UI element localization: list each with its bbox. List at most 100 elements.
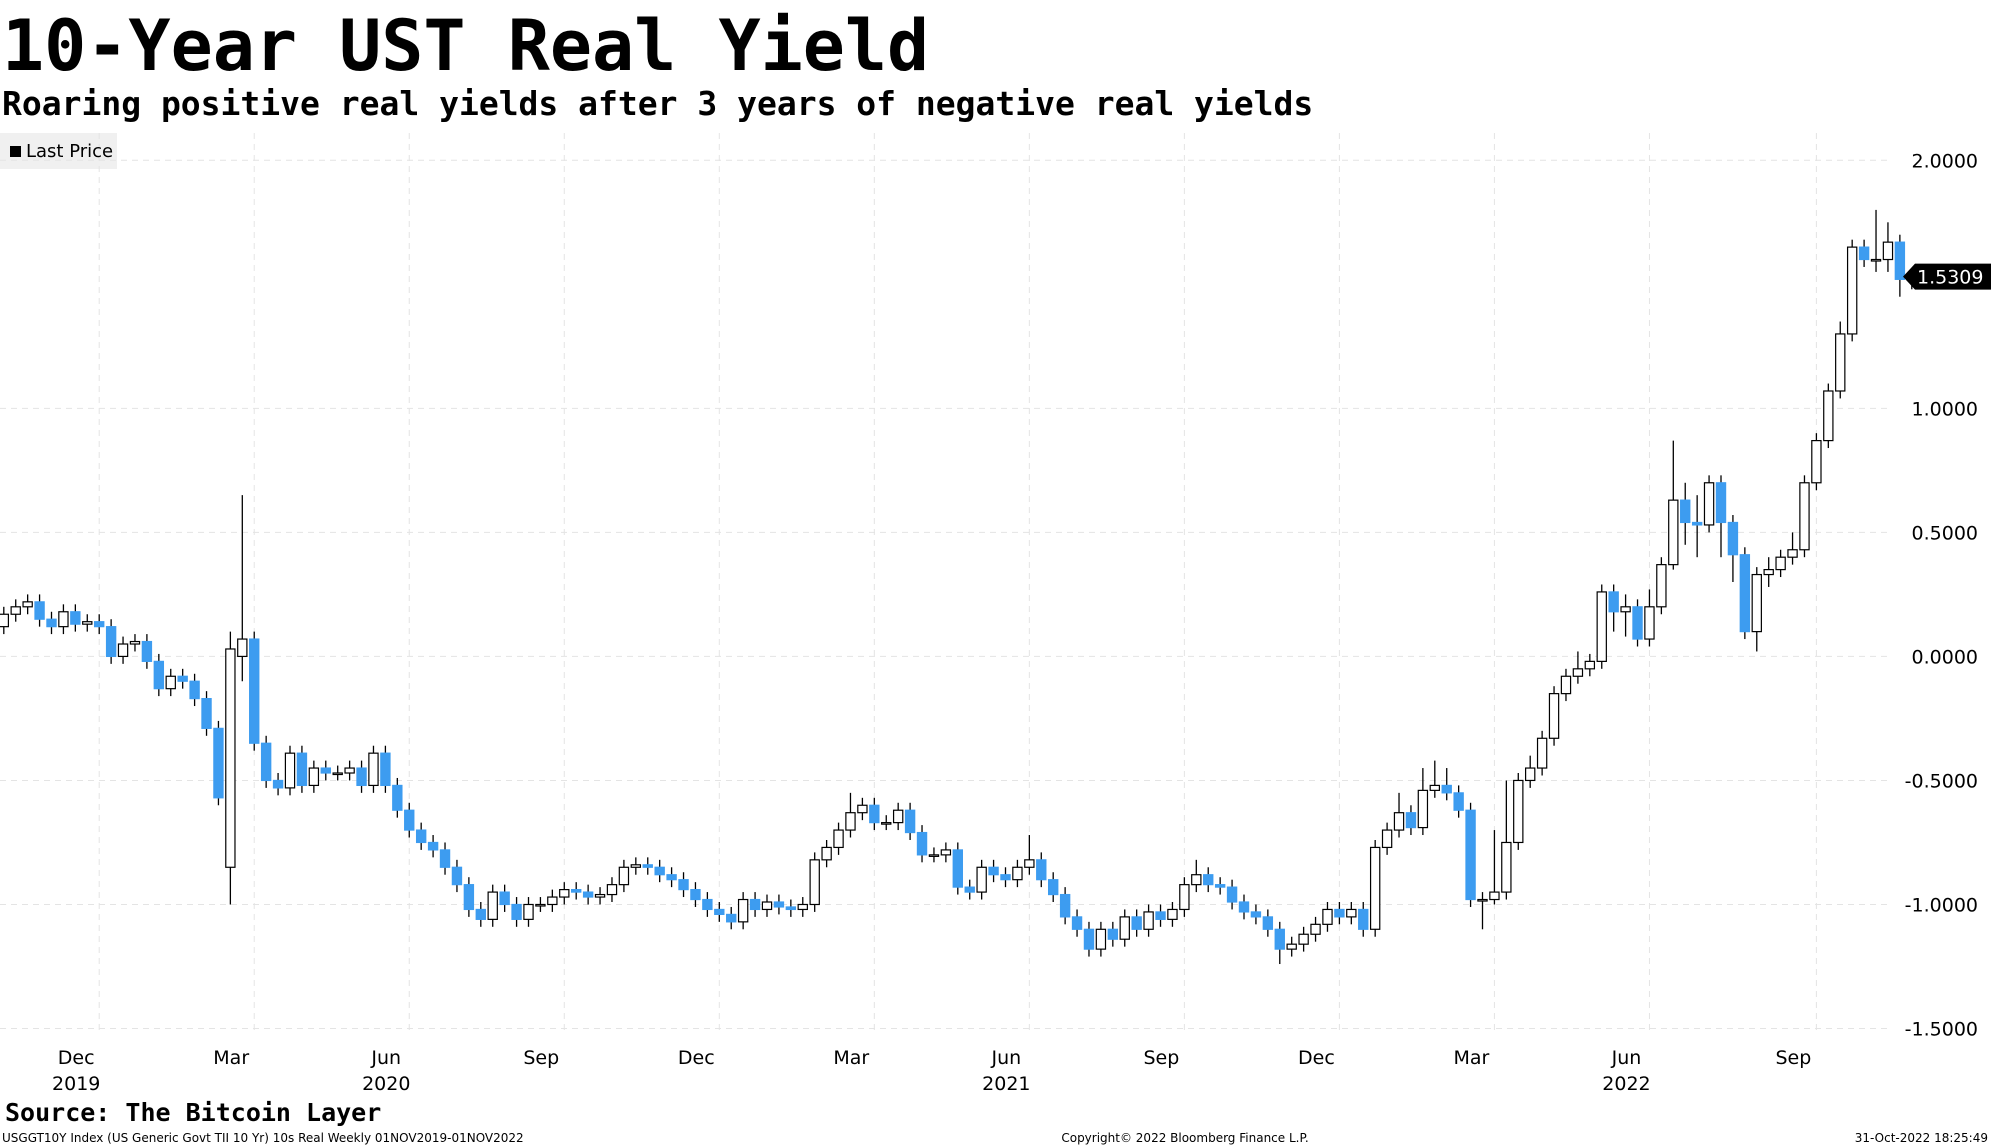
candle-body (1489, 891, 1500, 901)
candle-body (34, 601, 45, 620)
candle-body (773, 901, 785, 908)
legend-label: Last Price (26, 141, 113, 162)
candle-body (1548, 693, 1560, 739)
candle-body (797, 903, 808, 911)
candle-body (523, 903, 534, 920)
candle-body (940, 849, 952, 856)
candle-body (761, 901, 773, 911)
candle-body (1584, 660, 1596, 670)
candle-body (1560, 675, 1572, 695)
y-tick-label: -0.5000 (1905, 770, 1978, 792)
x-tick-label: Jun (1611, 1047, 1642, 1069)
legend-marker (10, 146, 21, 157)
candle-body (594, 893, 606, 898)
x-tick-label: Jun (370, 1047, 401, 1069)
candle-body (46, 618, 57, 628)
candle-body (869, 804, 880, 824)
candle-body (1668, 499, 1679, 566)
candle-body (1632, 606, 1643, 640)
candle-body (165, 675, 176, 690)
candle-body (1310, 923, 1321, 935)
candle-body (1346, 908, 1357, 918)
candle-body (1214, 884, 1226, 888)
candle-body (845, 812, 856, 831)
candle-body (1703, 482, 1715, 526)
candle-body (1012, 866, 1023, 881)
last-price-label: 1.5309 (1917, 267, 1983, 289)
candle-body (308, 767, 320, 787)
candle-body (1274, 928, 1285, 950)
candle-body (1524, 767, 1536, 782)
candle-body (1405, 812, 1417, 829)
candle-body (1775, 556, 1786, 571)
candle-body (213, 727, 224, 799)
candle-body (1167, 908, 1178, 920)
candle-body (1596, 591, 1607, 662)
candle-body (582, 891, 594, 898)
candle-body (1369, 846, 1381, 930)
candle-body (690, 889, 701, 901)
candle-body (1429, 784, 1440, 791)
candle-body (821, 846, 832, 861)
candle-body (272, 779, 284, 789)
candle-body (260, 742, 272, 782)
candle-body (1226, 886, 1238, 903)
candle-body (368, 752, 379, 787)
candle-body (654, 866, 665, 876)
x-year-label: 2020 (362, 1073, 410, 1095)
candle-body (451, 866, 463, 886)
candle-body (1811, 440, 1822, 484)
candle-body (809, 859, 820, 906)
candle-body (1870, 258, 1882, 262)
candle-body (141, 640, 153, 662)
candle-body (1262, 916, 1274, 930)
candle-body (1739, 554, 1751, 633)
y-tick-label: 1.0000 (1912, 398, 1978, 420)
candle-body (1417, 789, 1429, 829)
candle-body (1059, 893, 1071, 918)
y-tick-label: 2.0000 (1912, 150, 1978, 172)
candle-body (1441, 784, 1452, 794)
candle-body (1882, 241, 1894, 261)
candle-body (1203, 874, 1214, 886)
candle-body (1715, 482, 1727, 524)
candle-body (892, 809, 904, 824)
candle-body (189, 680, 200, 700)
candle-body (1298, 933, 1309, 945)
candle-body (964, 886, 975, 893)
x-year-label: 2021 (982, 1073, 1030, 1095)
candle-body (1250, 911, 1262, 918)
candle-body (916, 831, 928, 856)
candle-body (1823, 390, 1834, 442)
candle-body (1381, 829, 1393, 849)
candle-body (380, 752, 391, 787)
x-tick-label: Dec (58, 1047, 95, 1069)
candle-body (177, 675, 188, 682)
last-price-tag (1903, 263, 1991, 290)
candle-body (1334, 908, 1345, 918)
candle-body (1620, 606, 1631, 613)
candle-body (1238, 901, 1250, 913)
candle-body (1572, 668, 1584, 677)
candle-body (105, 626, 117, 658)
candle-body (1179, 884, 1190, 911)
candle-body (475, 908, 487, 920)
candle-body (988, 866, 999, 876)
candle-body (535, 903, 546, 907)
candle-body (22, 601, 33, 608)
candle-body (487, 891, 498, 920)
candle-body (726, 913, 737, 923)
candle-body (1846, 246, 1858, 335)
x-year-label: 2022 (1602, 1073, 1650, 1095)
candle-body (117, 643, 129, 658)
candle-body (153, 660, 165, 690)
x-tick-label: Dec (678, 1047, 715, 1069)
source: Source: The Bitcoin Layer (5, 1098, 381, 1127)
candle-body (1453, 792, 1464, 811)
candle-body (463, 884, 475, 911)
y-tick-label: -1.0000 (1905, 894, 1978, 916)
candle-body (58, 611, 69, 628)
candle-body (237, 638, 248, 658)
candle-body (1083, 928, 1095, 950)
candle-body (1047, 879, 1059, 896)
